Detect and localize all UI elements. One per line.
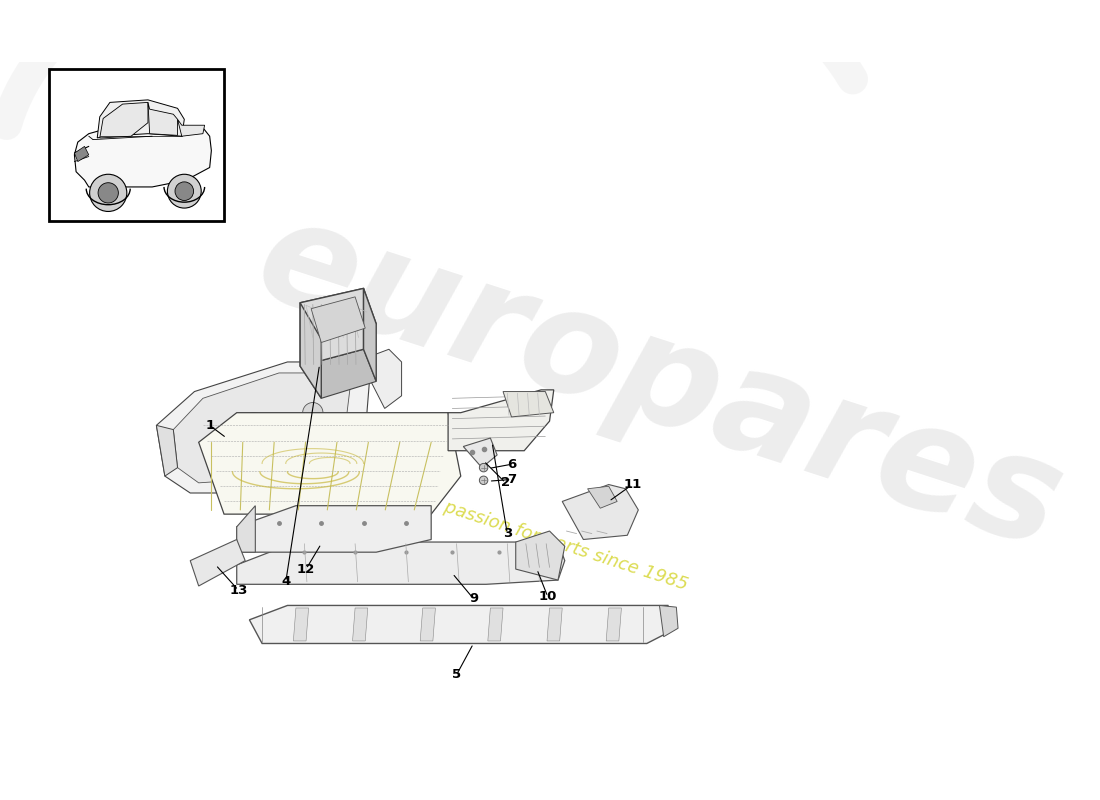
Circle shape xyxy=(302,402,323,423)
Text: 11: 11 xyxy=(624,478,641,491)
Polygon shape xyxy=(174,373,351,483)
Polygon shape xyxy=(148,102,177,135)
Polygon shape xyxy=(300,350,376,398)
Text: 3: 3 xyxy=(503,527,512,540)
Polygon shape xyxy=(311,297,365,342)
Text: 12: 12 xyxy=(297,562,316,575)
Polygon shape xyxy=(448,390,553,450)
Polygon shape xyxy=(353,608,367,641)
Polygon shape xyxy=(587,486,617,508)
Polygon shape xyxy=(300,288,363,366)
Circle shape xyxy=(480,463,487,472)
Circle shape xyxy=(241,413,266,438)
Text: 2: 2 xyxy=(500,476,510,490)
Polygon shape xyxy=(363,288,376,382)
Text: 5: 5 xyxy=(452,668,461,682)
Text: 6: 6 xyxy=(507,458,516,470)
Polygon shape xyxy=(177,119,205,136)
Text: 10: 10 xyxy=(539,590,557,603)
Polygon shape xyxy=(516,531,564,580)
Polygon shape xyxy=(300,288,376,339)
Polygon shape xyxy=(156,426,177,476)
Text: a passion for parts since 1985: a passion for parts since 1985 xyxy=(426,493,690,594)
Polygon shape xyxy=(199,413,461,514)
Polygon shape xyxy=(420,608,436,641)
Polygon shape xyxy=(606,608,621,641)
Polygon shape xyxy=(463,438,497,468)
Circle shape xyxy=(89,174,127,211)
Polygon shape xyxy=(236,542,564,584)
Polygon shape xyxy=(300,302,321,398)
Bar xyxy=(50,69,224,221)
Polygon shape xyxy=(660,606,678,637)
Polygon shape xyxy=(236,506,431,552)
Circle shape xyxy=(98,182,119,203)
Circle shape xyxy=(480,476,487,485)
Circle shape xyxy=(175,182,194,201)
Polygon shape xyxy=(75,126,211,187)
Polygon shape xyxy=(97,100,185,138)
Circle shape xyxy=(167,174,201,208)
Text: 13: 13 xyxy=(229,584,248,597)
Polygon shape xyxy=(156,362,371,493)
Text: 9: 9 xyxy=(469,592,478,605)
Polygon shape xyxy=(75,146,89,162)
Polygon shape xyxy=(503,391,553,417)
Polygon shape xyxy=(562,485,638,539)
Polygon shape xyxy=(355,350,402,409)
Polygon shape xyxy=(100,102,148,138)
Polygon shape xyxy=(190,539,245,586)
Text: 7: 7 xyxy=(507,473,516,486)
Text: europares: europares xyxy=(240,187,1079,579)
Polygon shape xyxy=(487,608,503,641)
Polygon shape xyxy=(250,606,676,643)
Polygon shape xyxy=(294,608,309,641)
Text: 1: 1 xyxy=(205,419,214,432)
Text: 4: 4 xyxy=(282,575,290,588)
Polygon shape xyxy=(547,608,562,641)
Polygon shape xyxy=(236,506,255,552)
